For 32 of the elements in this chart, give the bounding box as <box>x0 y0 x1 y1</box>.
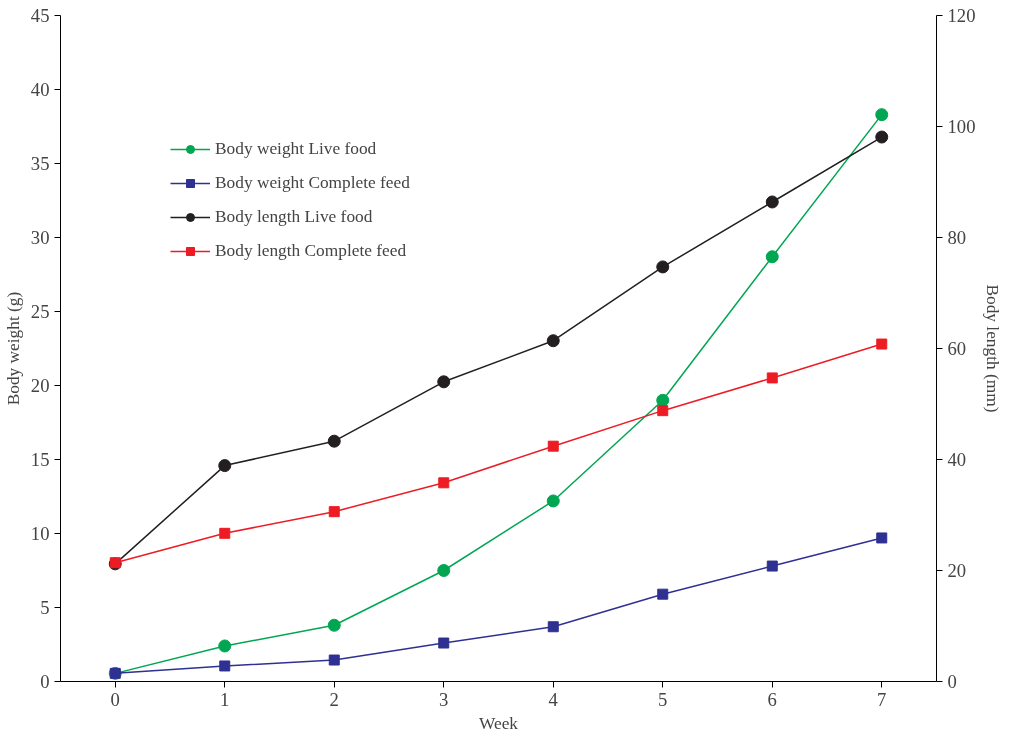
legend-label: Body length Complete feed <box>215 241 407 261</box>
x-tick-label: 6 <box>767 688 777 710</box>
x-tick-label: 0 <box>110 688 120 710</box>
x-axis-title: Week <box>478 713 519 733</box>
y-tick-label: 15 <box>30 449 50 470</box>
y2-tick-label: 60 <box>947 338 967 359</box>
y-tick-label: 40 <box>30 79 50 100</box>
y-tick-label: 0 <box>40 671 50 692</box>
y-tick-label: 10 <box>30 523 50 544</box>
legend-label: Body weight Complete feed <box>215 173 410 193</box>
x-tick-label: 1 <box>220 688 230 710</box>
y2-tick-label: 20 <box>947 560 967 581</box>
y2-tick-label: 120 <box>947 5 976 26</box>
x-tick-label: 5 <box>658 688 668 710</box>
y2-tick-label: 100 <box>947 116 976 137</box>
x-tick-label: 4 <box>548 688 559 710</box>
y-tick-label: 35 <box>30 153 50 174</box>
y-axis-title: Body weight (g) <box>3 291 23 406</box>
y2-tick-label: 0 <box>947 671 957 692</box>
legend-label: Body length Live food <box>215 207 373 227</box>
y-tick-label: 5 <box>40 597 50 618</box>
y2-axis-title: Body length (mm) <box>983 284 1003 413</box>
x-tick-label: 7 <box>877 688 887 710</box>
x-tick-label: 2 <box>329 688 339 710</box>
y-tick-label: 45 <box>30 5 50 26</box>
y-tick-label: 30 <box>30 227 50 248</box>
y2-tick-label: 40 <box>947 449 967 470</box>
y2-tick-label: 80 <box>947 227 967 248</box>
legend-label: Body weight Live food <box>215 139 377 159</box>
y-tick-label: 25 <box>30 301 50 322</box>
x-tick-label: 3 <box>439 688 449 710</box>
y-tick-label: 20 <box>30 375 50 396</box>
